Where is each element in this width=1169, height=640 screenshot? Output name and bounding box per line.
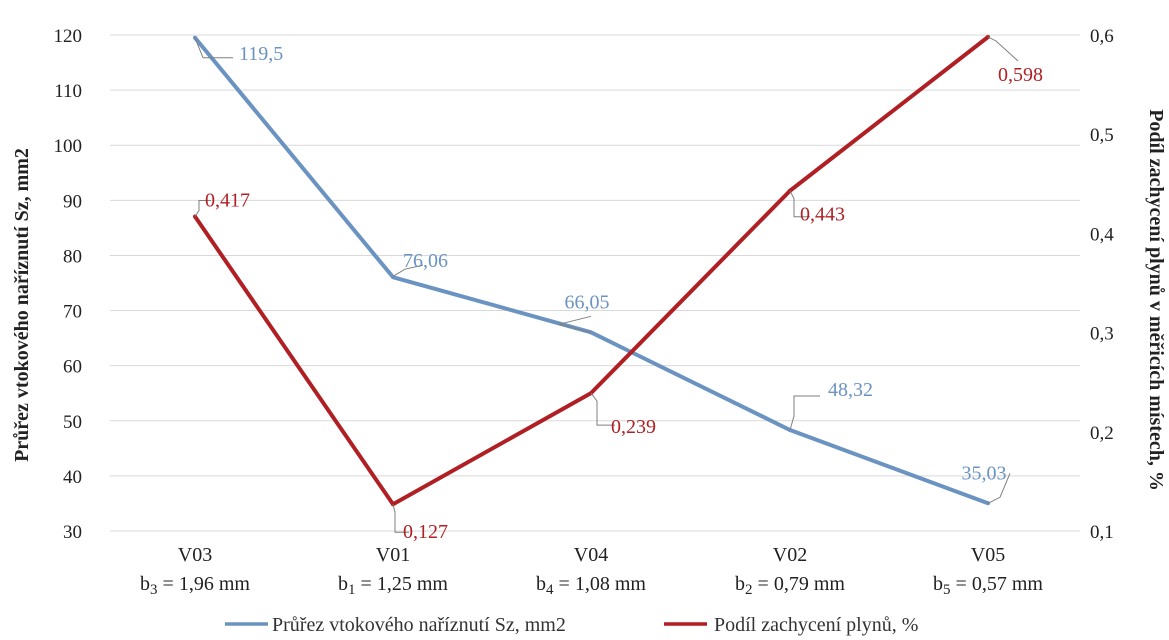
- category-label: V04: [574, 544, 608, 566]
- right-tick-label: 0,5: [1090, 125, 1114, 146]
- left-axis-ticks: 30 40 50 60 70 80 90 100 110 120: [54, 26, 83, 543]
- left-axis-title: Průřez vtokového naříznutí Sz, mm2: [11, 148, 33, 462]
- category-sublabel: b1 = 1,25 mm: [338, 573, 448, 598]
- left-tick-label: 40: [63, 467, 82, 488]
- left-tick-label: 80: [63, 246, 82, 267]
- data-label: 0,443: [800, 204, 845, 226]
- category-label: V02: [773, 544, 807, 566]
- category-sublabel: b4 = 1,08 mm: [536, 573, 646, 598]
- category-label: V03: [178, 544, 212, 566]
- label-leader: [392, 264, 424, 278]
- left-tick-label: 70: [63, 302, 82, 323]
- left-tick-label: 110: [54, 81, 82, 102]
- right-tick-label: 0,1: [1090, 522, 1114, 543]
- left-tick-label: 100: [54, 136, 83, 157]
- data-label: 66,05: [565, 291, 610, 313]
- left-tick-label: 120: [54, 26, 83, 47]
- category-sublabel: b2 = 0,79 mm: [735, 573, 845, 598]
- legend: Průřez vtokového naříznutí Sz, mm2 Podíl…: [225, 614, 918, 636]
- data-label: 76,06: [403, 250, 448, 272]
- legend-label-red: Podíl zachycení plynů, %: [714, 614, 918, 636]
- data-label: 0,239: [611, 416, 656, 438]
- label-leader: [789, 190, 810, 218]
- category-label: V01: [376, 544, 410, 566]
- legend-label-blue: Průřez vtokového naříznutí Sz, mm2: [272, 614, 566, 636]
- data-label: 119,5: [239, 43, 283, 65]
- data-label: 0,127: [403, 521, 448, 543]
- series-line-gas-capture: [193, 35, 990, 507]
- category-sublabel: b5 = 0,57 mm: [933, 573, 1043, 598]
- right-tick-label: 0,6: [1090, 26, 1114, 47]
- right-tick-label: 0,4: [1090, 224, 1114, 245]
- right-axis-title: Podíl zachycení plynů v měřicích místech…: [1145, 109, 1167, 491]
- data-label: 0,598: [998, 64, 1043, 86]
- label-leader: [194, 37, 233, 59]
- series-line-cross-section: [193, 36, 989, 506]
- left-tick-label: 60: [63, 357, 82, 378]
- label-leader: [590, 392, 615, 426]
- series-lines: [193, 34, 990, 507]
- label-leader: [392, 504, 409, 533]
- category-axis: V03 b3 = 1,96 mm V01 b1 = 1,25 mm V04 b4 = 1,…: [140, 544, 1043, 598]
- right-tick-label: 0,2: [1090, 423, 1114, 444]
- category-sublabel: b3 = 1,96 mm: [140, 573, 250, 598]
- right-tick-label: 0,3: [1090, 324, 1114, 345]
- label-leader: [987, 473, 1011, 504]
- data-label: 0,417: [205, 190, 250, 212]
- label-leader: [194, 200, 211, 217]
- label-leader: [987, 36, 1019, 62]
- label-leader: [789, 395, 820, 431]
- data-label: 35,03: [962, 462, 1007, 484]
- data-labels: 119,5 76,06 66,05 48,32 35,03 0,417 0,127 0,239…: [194, 36, 1043, 543]
- right-axis-ticks: 0,1 0,2 0,3 0,4 0,5 0,6: [1090, 26, 1114, 543]
- category-label: V05: [971, 544, 1005, 566]
- label-leader: [558, 315, 592, 333]
- left-tick-label: 30: [63, 522, 82, 543]
- data-label: 48,32: [828, 379, 873, 401]
- gridlines: [110, 34, 1080, 532]
- left-tick-label: 90: [63, 191, 82, 212]
- left-tick-label: 50: [63, 412, 82, 433]
